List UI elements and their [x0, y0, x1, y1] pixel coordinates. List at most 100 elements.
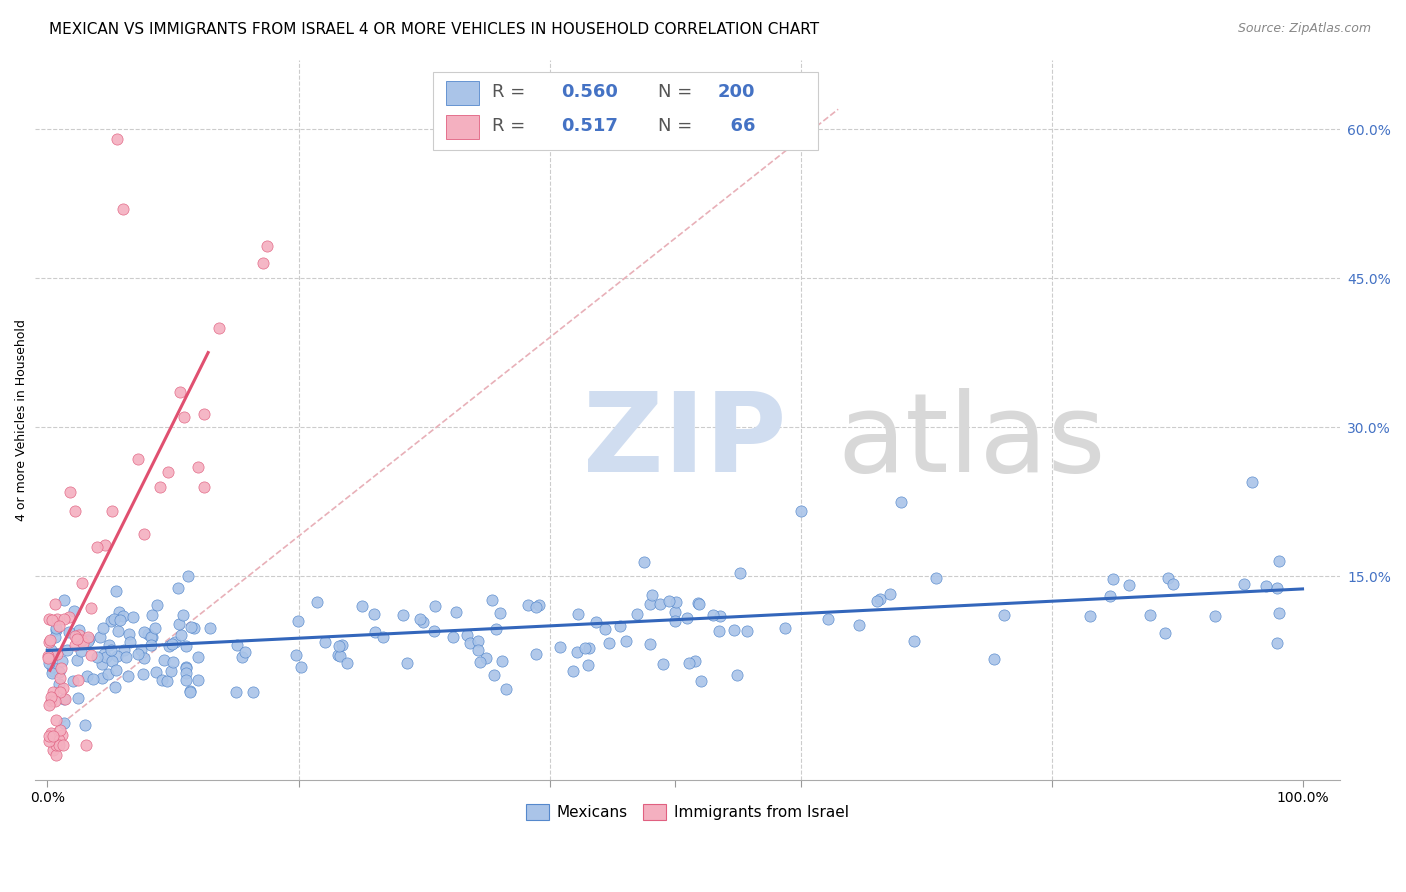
Point	[48, 684, 70, 698]
Point	[626, 607, 648, 622]
Point	[993, 608, 1015, 623]
Point	[328, 648, 350, 663]
Point	[156, 673, 179, 688]
Point	[93, 647, 115, 661]
Point	[475, 651, 498, 665]
Point	[676, 611, 699, 625]
Point	[352, 599, 374, 613]
Point	[1267, 581, 1289, 595]
Point	[49, 661, 72, 675]
Point	[51, 655, 73, 669]
Point	[1139, 608, 1161, 623]
Point	[37, 649, 59, 664]
Point	[165, 635, 187, 649]
Point	[53, 715, 76, 730]
Point	[924, 571, 946, 585]
Point	[467, 633, 489, 648]
Point	[76, 630, 98, 644]
Text: N =: N =	[658, 83, 692, 101]
Point	[104, 663, 127, 677]
Point	[576, 658, 599, 673]
Point	[1078, 608, 1101, 623]
Point	[52, 738, 75, 752]
Point	[709, 609, 731, 624]
Point	[94, 538, 117, 552]
Point	[107, 605, 129, 619]
Point	[42, 730, 65, 744]
Point	[169, 617, 191, 632]
Point	[789, 504, 811, 518]
Point	[172, 608, 194, 623]
Point	[287, 615, 309, 629]
Point	[143, 621, 166, 635]
Point	[664, 606, 686, 620]
Point	[41, 665, 63, 680]
Point	[517, 598, 540, 612]
Point	[665, 595, 688, 609]
Point	[80, 648, 103, 663]
Point	[118, 635, 141, 649]
Point	[1268, 554, 1291, 568]
Point	[134, 624, 156, 639]
Point	[52, 592, 75, 607]
Point	[638, 638, 661, 652]
Point	[86, 540, 108, 554]
Point	[69, 634, 91, 648]
Point	[658, 593, 681, 607]
Point	[53, 692, 76, 706]
Point	[225, 685, 247, 699]
Text: 0.560: 0.560	[561, 83, 617, 101]
Point	[482, 667, 505, 681]
Point	[132, 667, 155, 681]
Point	[132, 651, 155, 665]
Point	[141, 608, 163, 623]
Point	[256, 239, 278, 253]
Point	[107, 624, 129, 638]
Point	[470, 656, 492, 670]
Point	[363, 624, 385, 639]
Point	[648, 597, 671, 611]
Point	[395, 657, 418, 671]
Point	[39, 643, 62, 657]
Point	[467, 643, 489, 657]
Point	[42, 664, 65, 678]
Point	[104, 584, 127, 599]
Point	[156, 466, 179, 480]
Point	[169, 385, 191, 400]
Point	[127, 647, 149, 661]
Text: ZIP: ZIP	[583, 388, 786, 495]
Point	[152, 653, 174, 667]
Point	[58, 625, 80, 640]
Point	[117, 669, 139, 683]
Point	[561, 664, 583, 678]
Point	[38, 635, 60, 649]
Text: 0.517: 0.517	[561, 117, 617, 135]
Point	[100, 654, 122, 668]
Point	[1157, 571, 1180, 585]
FancyBboxPatch shape	[433, 72, 818, 150]
Text: atlas: atlas	[838, 388, 1107, 495]
Point	[97, 666, 120, 681]
Point	[585, 615, 607, 629]
Point	[689, 674, 711, 689]
Point	[290, 660, 312, 674]
Point	[225, 639, 247, 653]
Point	[409, 612, 432, 626]
Point	[42, 684, 65, 698]
Point	[208, 321, 231, 335]
Point	[48, 738, 70, 752]
Point	[45, 738, 67, 752]
Point	[46, 647, 69, 661]
Point	[231, 649, 253, 664]
Point	[1161, 576, 1184, 591]
Point	[48, 732, 70, 747]
FancyBboxPatch shape	[446, 81, 478, 105]
Point	[160, 637, 183, 651]
Point	[103, 612, 125, 626]
Point	[159, 664, 181, 678]
Point	[122, 610, 145, 624]
Point	[162, 655, 184, 669]
Point	[284, 648, 307, 662]
Point	[44, 630, 66, 644]
Point	[39, 690, 62, 704]
